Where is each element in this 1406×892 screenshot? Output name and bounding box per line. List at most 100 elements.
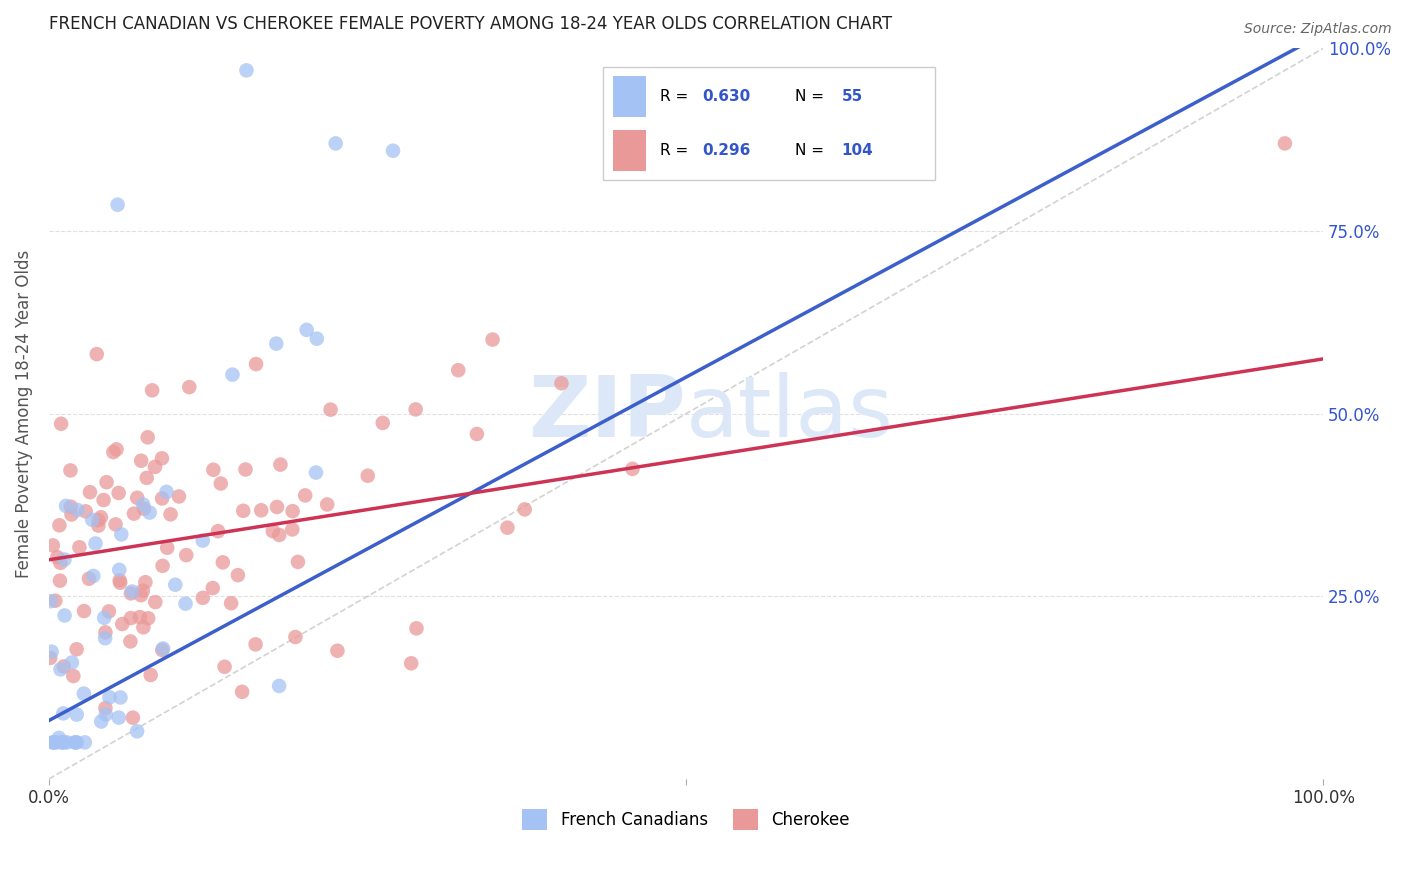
Point xyxy=(305,466,328,480)
Text: Source: ZipAtlas.com: Source: ZipAtlas.com xyxy=(1244,22,1392,37)
Point xyxy=(77,572,100,586)
Point xyxy=(135,471,157,485)
Point xyxy=(96,475,118,490)
Point xyxy=(245,357,267,371)
Point xyxy=(90,714,112,729)
Point xyxy=(66,735,89,749)
Point xyxy=(219,596,242,610)
Point xyxy=(132,498,155,512)
Point xyxy=(65,735,87,749)
Point xyxy=(405,402,427,417)
Point xyxy=(281,504,304,518)
Point xyxy=(107,197,129,211)
Point xyxy=(51,735,73,749)
Point xyxy=(98,690,121,705)
Point xyxy=(60,656,83,670)
Point xyxy=(143,459,166,474)
Point xyxy=(513,502,536,516)
Point xyxy=(120,586,142,600)
Point xyxy=(46,550,69,565)
Point xyxy=(42,735,65,749)
Point xyxy=(399,657,422,671)
Point xyxy=(221,368,243,382)
Point xyxy=(152,641,174,656)
Point xyxy=(295,323,318,337)
Point xyxy=(93,493,115,508)
Point xyxy=(39,594,62,608)
Point xyxy=(103,445,125,459)
Point xyxy=(73,687,96,701)
Point xyxy=(107,710,129,724)
Point xyxy=(235,462,257,476)
Point xyxy=(93,611,115,625)
Point xyxy=(357,468,380,483)
Text: ZIP: ZIP xyxy=(529,372,686,455)
Point xyxy=(108,575,131,590)
Point xyxy=(165,578,187,592)
Point xyxy=(269,528,291,542)
Point xyxy=(325,136,347,151)
Point xyxy=(56,735,79,749)
Point xyxy=(59,463,82,477)
Point xyxy=(269,679,291,693)
Point xyxy=(284,630,307,644)
Point xyxy=(266,500,288,514)
Point xyxy=(211,555,233,569)
Point xyxy=(45,735,67,749)
Point xyxy=(134,575,156,590)
Point xyxy=(269,458,291,472)
Point xyxy=(66,503,89,517)
Point xyxy=(60,508,83,522)
Point xyxy=(152,558,174,573)
Point xyxy=(84,536,107,550)
Point xyxy=(53,608,76,623)
Point xyxy=(42,735,65,749)
Point xyxy=(127,724,149,739)
Point xyxy=(316,498,339,512)
Point xyxy=(73,604,96,618)
Point xyxy=(132,583,155,598)
Point xyxy=(94,707,117,722)
Point xyxy=(51,735,73,749)
Point xyxy=(266,336,288,351)
Point xyxy=(82,569,104,583)
Point xyxy=(120,611,142,625)
Point xyxy=(235,63,257,78)
Point xyxy=(129,454,152,468)
Point xyxy=(191,533,214,548)
Point xyxy=(49,417,72,431)
Point xyxy=(73,735,96,749)
Point xyxy=(55,499,77,513)
Point xyxy=(621,462,644,476)
Point xyxy=(141,384,163,398)
Point xyxy=(52,659,75,673)
Point xyxy=(226,568,249,582)
Point xyxy=(371,416,394,430)
Point xyxy=(110,690,132,705)
Point xyxy=(319,402,342,417)
Point xyxy=(136,611,159,625)
Point xyxy=(107,486,129,500)
Point xyxy=(97,604,120,618)
Point xyxy=(214,659,236,673)
Point xyxy=(42,538,65,552)
Point xyxy=(207,524,229,538)
Point xyxy=(136,430,159,444)
Point xyxy=(326,644,349,658)
Point xyxy=(44,593,66,607)
Point xyxy=(48,731,70,745)
Point xyxy=(104,517,127,532)
Point xyxy=(465,427,488,442)
Point xyxy=(232,504,254,518)
Point xyxy=(231,685,253,699)
Point xyxy=(129,588,152,602)
Point xyxy=(281,522,304,536)
Point xyxy=(105,442,128,457)
Point xyxy=(94,631,117,645)
Point xyxy=(262,524,284,538)
Point xyxy=(49,662,72,676)
Point xyxy=(202,463,225,477)
Point xyxy=(110,527,132,541)
Point xyxy=(201,581,224,595)
Point xyxy=(150,643,173,657)
